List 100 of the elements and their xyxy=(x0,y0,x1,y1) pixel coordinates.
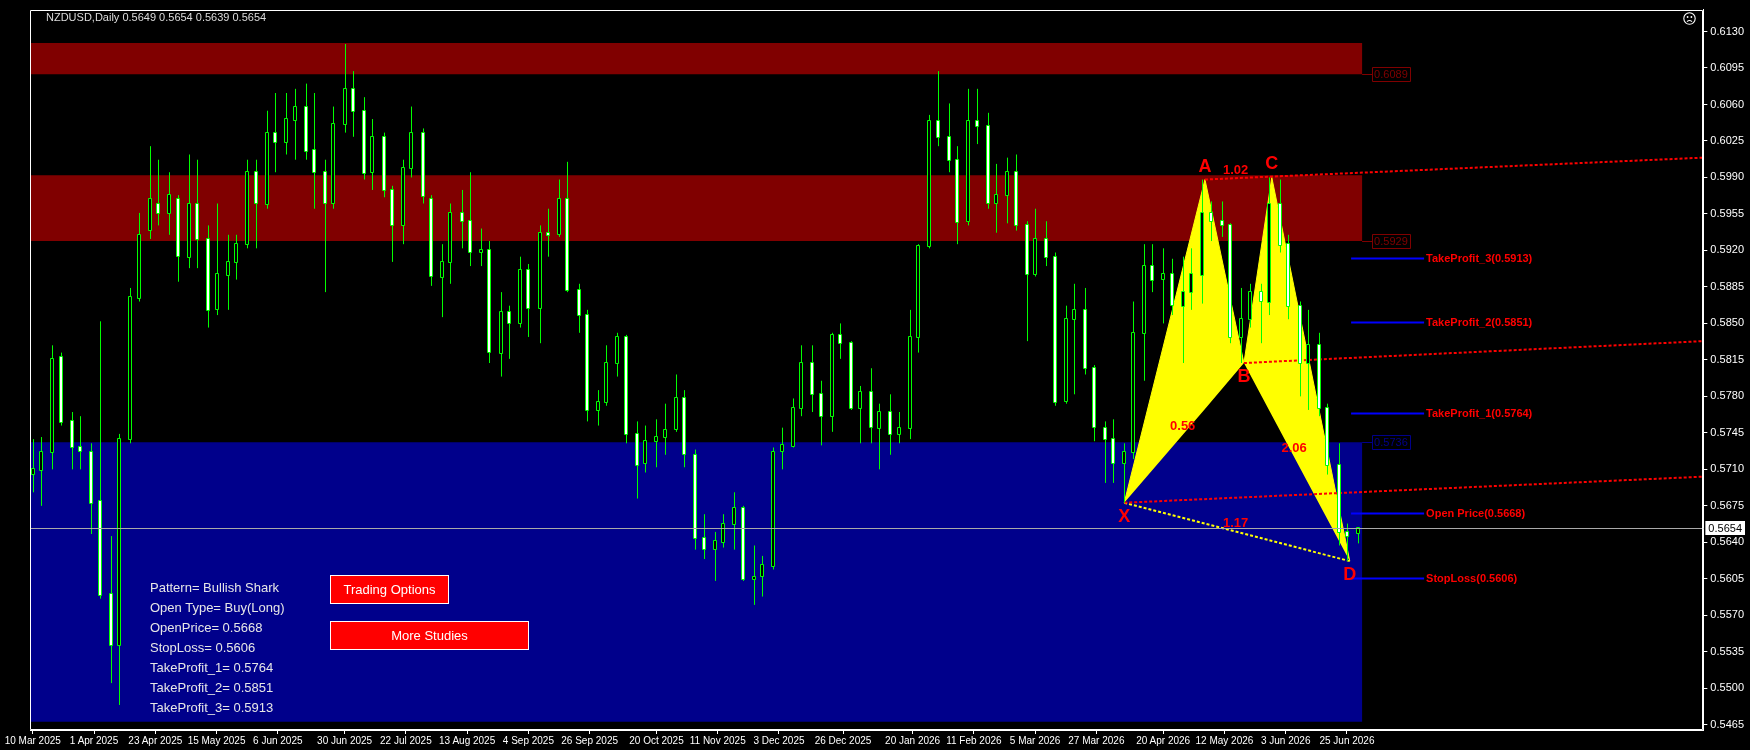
candlestick xyxy=(654,418,658,468)
candlestick xyxy=(1209,200,1213,242)
annotation: C xyxy=(1265,153,1279,174)
candlestick xyxy=(791,397,795,448)
ref-line-label: TakeProfit_1(0.5764) xyxy=(1426,406,1533,419)
candlestick xyxy=(148,145,152,240)
candlestick xyxy=(975,88,979,145)
candlestick xyxy=(487,240,491,364)
candlestick xyxy=(331,106,335,210)
y-tick-label: 0.5535 xyxy=(1710,644,1745,657)
candlestick xyxy=(518,256,522,329)
y-tick-label: 0.5815 xyxy=(1710,352,1745,365)
x-tick-label: 5 Mar 2026 xyxy=(1009,734,1061,746)
candlestick xyxy=(137,212,141,303)
candlestick xyxy=(1053,252,1057,407)
band-label: 0.5929 xyxy=(1374,235,1408,248)
candlestick xyxy=(682,389,686,468)
candlestick xyxy=(98,320,102,600)
y-tick-label: 0.5780 xyxy=(1710,389,1745,402)
annotation: D xyxy=(1343,564,1357,585)
y-tick-label: 0.6060 xyxy=(1710,97,1745,110)
candlestick xyxy=(1259,283,1263,344)
x-tick-label: 3 Jun 2026 xyxy=(1260,734,1311,746)
x-tick-label: 12 May 2026 xyxy=(1195,734,1254,746)
candlestick xyxy=(624,334,628,444)
candlestick xyxy=(1142,243,1146,382)
annotation: B xyxy=(1237,365,1251,386)
annotation: Open Type= Buy(Long) xyxy=(150,600,285,616)
ref-line-label: 0.5654 xyxy=(1708,521,1743,534)
candlestick xyxy=(643,425,647,473)
candlestick xyxy=(31,438,35,493)
y-tick-label: 0.5990 xyxy=(1710,170,1745,183)
candlestick xyxy=(89,442,93,535)
candlestick xyxy=(245,159,249,249)
candlestick xyxy=(254,159,258,249)
candlestick xyxy=(732,491,736,551)
candlestick xyxy=(741,505,745,582)
x-tick-label: 23 Apr 2025 xyxy=(128,734,183,746)
candlestick xyxy=(1161,247,1165,324)
candlestick xyxy=(663,403,667,456)
candlestick xyxy=(596,389,600,427)
candlestick xyxy=(771,446,775,570)
candlestick xyxy=(273,92,277,173)
candlestick xyxy=(156,159,160,226)
candlestick xyxy=(312,92,316,210)
candlestick xyxy=(1025,220,1029,342)
candlestick xyxy=(1044,220,1048,267)
band-label: 0.5736 xyxy=(1374,436,1408,449)
x-tick-label: 22 Jul 2025 xyxy=(380,734,433,746)
candlestick xyxy=(390,185,394,263)
candlestick xyxy=(897,411,901,444)
candlestick xyxy=(888,393,892,456)
candlestick xyxy=(819,380,823,446)
candlestick xyxy=(1064,305,1068,405)
annotation: X xyxy=(1118,505,1131,526)
annotation: TakeProfit_2= 0.5851 xyxy=(150,680,274,696)
y-tick-label: 0.5500 xyxy=(1710,681,1745,694)
candlestick xyxy=(117,433,121,706)
candlestick xyxy=(780,427,784,470)
y-tick-label: 0.6130 xyxy=(1710,24,1745,37)
candlestick xyxy=(167,171,171,236)
y-tick-label: 0.5710 xyxy=(1710,462,1745,475)
annotation: TakeProfit_1= 0.5764 xyxy=(150,660,274,676)
x-tick-label: 20 Apr 2026 xyxy=(1136,734,1191,746)
y-tick-label: 0.6025 xyxy=(1710,133,1745,146)
candlestick xyxy=(799,344,803,417)
candlestick xyxy=(849,340,853,411)
candlestick xyxy=(927,114,931,249)
candlestick xyxy=(479,228,483,267)
x-tick-label: 6 Jun 2025 xyxy=(253,734,303,746)
candlestick xyxy=(760,555,764,598)
candlestick xyxy=(947,102,951,173)
x-tick-label: 20 Jan 2026 xyxy=(885,734,941,746)
candlestick xyxy=(674,373,678,433)
candlestick xyxy=(1072,283,1076,395)
candlestick xyxy=(577,283,581,334)
candlestick xyxy=(752,544,756,606)
candlestick xyxy=(702,513,706,560)
y-tick-label: 0.5920 xyxy=(1710,243,1745,256)
candlestick xyxy=(1083,287,1087,375)
candlestick xyxy=(1111,418,1115,484)
candlestick xyxy=(448,203,452,285)
y-tick-label: 0.5465 xyxy=(1710,717,1745,730)
candlestick xyxy=(526,263,530,338)
x-tick-label: 26 Sep 2025 xyxy=(561,734,619,746)
y-tick-label: 0.5640 xyxy=(1710,535,1745,548)
candlestick xyxy=(557,179,561,238)
x-tick-label: 26 Dec 2025 xyxy=(814,734,872,746)
candlestick xyxy=(538,224,542,344)
candlestick xyxy=(1286,234,1290,320)
candlestick xyxy=(421,127,425,205)
candlestick xyxy=(565,161,569,293)
x-tick-label: 11 Nov 2025 xyxy=(689,734,747,746)
annotation: 1.02 xyxy=(1222,161,1249,177)
candlestick xyxy=(429,194,433,287)
candlestick xyxy=(226,234,230,311)
candlestick xyxy=(195,159,199,269)
candlestick xyxy=(1103,420,1107,484)
candlestick xyxy=(206,224,210,329)
candlestick xyxy=(1200,179,1204,305)
